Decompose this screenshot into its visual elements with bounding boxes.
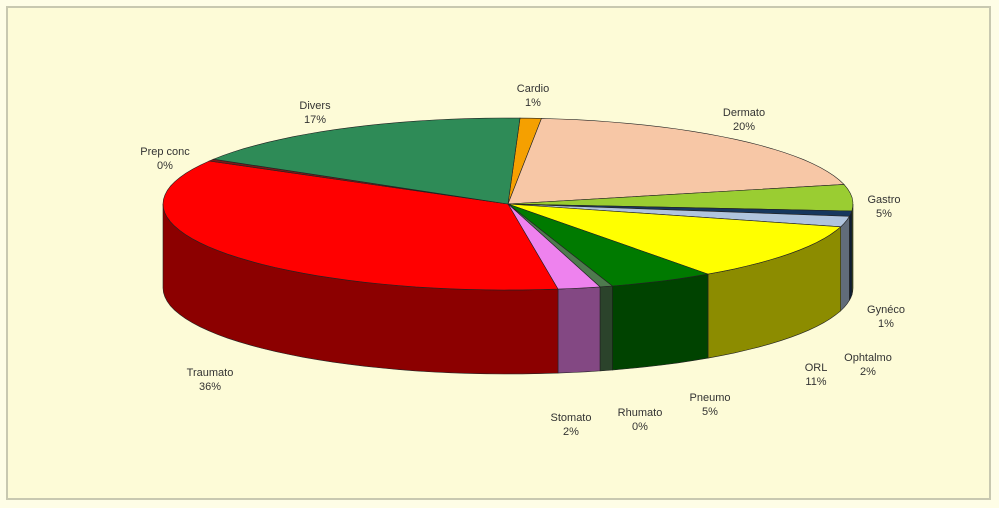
label-pct-gynéco: 1%: [878, 318, 894, 330]
label-ophtalmo: Ophtalmo: [844, 352, 892, 364]
label-pct-orl: 11%: [805, 376, 826, 388]
pie-side-ophtalmo: [840, 215, 850, 312]
label-gastro: Gastro: [867, 194, 900, 206]
label-pneumo: Pneumo: [690, 392, 731, 404]
pie-slice-traumato: [162, 160, 559, 291]
label-pct-rhumato: 0%: [632, 421, 648, 433]
label-stomato: Stomato: [551, 412, 592, 424]
pie-slice-dermato: [507, 118, 845, 205]
pie-side-stomato: [557, 286, 601, 374]
label-pct-prep-conc: 0%: [157, 160, 173, 172]
pie-side-pneumo: [612, 273, 709, 371]
pie-slice-orl: [507, 203, 842, 275]
pie-slice-pneumo: [507, 203, 709, 287]
pie-slice-divers: [212, 117, 521, 205]
pie-side-walls: [162, 203, 854, 375]
label-pct-traumato: 36%: [199, 381, 221, 393]
label-pct-ophtalmo: 2%: [860, 366, 876, 378]
label-pct-cardio: 1%: [525, 97, 541, 109]
pie-side-gynéco: [849, 210, 853, 301]
label-pct-stomato: 2%: [563, 426, 579, 438]
label-divers: Divers: [299, 100, 331, 112]
pie-top-slices: [162, 117, 854, 291]
label-pct-divers: 17%: [304, 114, 326, 126]
label-prep-conc: Prep conc: [140, 146, 190, 158]
label-pct-pneumo: 5%: [702, 406, 718, 418]
label-pct-gastro: 5%: [876, 208, 892, 220]
pie-labels: Cardio 1% Dermato 20% Gastro 5% Gynéco 1% Ophtal…: [140, 83, 905, 438]
chart-frame: Cardio 1% Dermato 20% Gastro 5% Gynéco 1% Ophtal…: [6, 6, 991, 500]
label-orl: ORL: [805, 362, 828, 374]
label-rhumato: Rhumato: [618, 407, 663, 419]
label-gynéco: Gynéco: [867, 304, 905, 316]
pie-slice-gastro: [507, 184, 854, 212]
pie-side-rhumato: [599, 285, 613, 372]
label-dermato: Dermato: [723, 107, 765, 119]
pie-chart: Cardio 1% Dermato 20% Gastro 5% Gynéco 1% Ophtal…: [140, 83, 905, 438]
label-traumato: Traumato: [187, 367, 234, 379]
label-cardio: Cardio: [517, 83, 549, 95]
label-pct-dermato: 20%: [733, 121, 755, 133]
